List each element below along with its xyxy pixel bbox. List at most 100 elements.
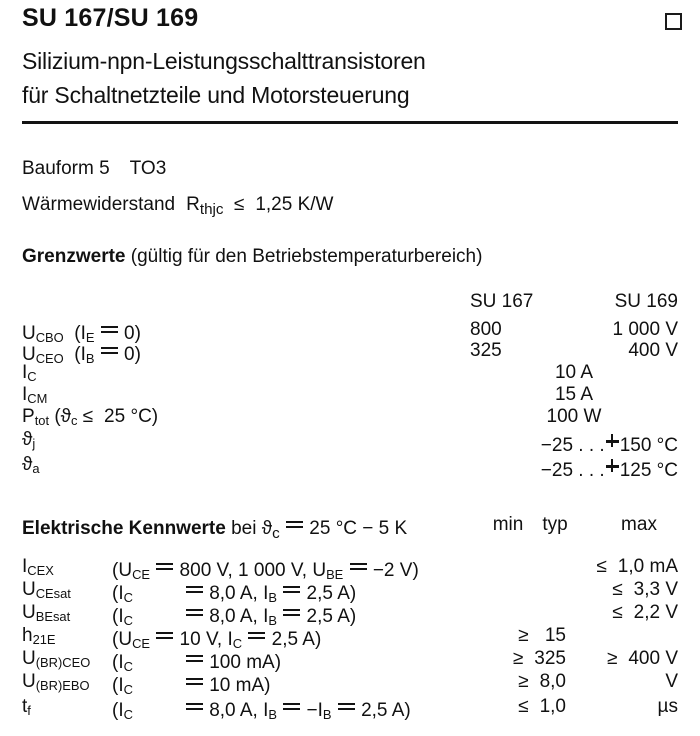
kennwerte-heading-rest-a: bei ϑ (231, 518, 273, 539)
equals-icon (185, 649, 204, 668)
param-symbol: ϑa (22, 454, 40, 477)
equals-icon (337, 697, 356, 716)
bauform-value: TO3 (129, 158, 167, 179)
less-equal-icon (234, 195, 250, 214)
param-symbol: Ptot (22, 406, 50, 429)
table-row: IC (22, 362, 37, 385)
less-equal-icon (612, 580, 628, 599)
equals-icon (349, 557, 368, 576)
value-su167: 800 (470, 319, 502, 340)
value-su167: 325 (470, 340, 502, 361)
kennwerte-heading-bold: Elektrische Kennwerte (22, 518, 226, 539)
kennwerte-heading-rest-b: 25 °C − 5 K (309, 518, 408, 539)
param-symbol: ICEX (22, 556, 54, 579)
param-symbol: IC (22, 362, 37, 385)
value-max-text: 400 V (628, 648, 678, 669)
param-symbol: ϑj (22, 429, 36, 452)
param-symbol: ICM (22, 384, 48, 407)
equals-icon (100, 341, 119, 360)
equals-icon (185, 580, 204, 599)
equals-icon (282, 580, 301, 599)
less-equal-icon (83, 407, 99, 426)
param-condition: (UCE 10 V, IC 2,5 A) (112, 626, 321, 650)
value-max-unit: V (665, 671, 678, 692)
value-max: 1,0 mA (578, 557, 678, 576)
equals-icon (185, 672, 204, 691)
value-max: 3,3 V (578, 580, 678, 599)
param-symbol: UCEO (22, 344, 64, 367)
kennwerte-heading-sub: c (272, 524, 280, 542)
param-symbol: h21E (22, 625, 56, 648)
value-min-text: 325 (534, 648, 566, 669)
value-min: 15 (470, 626, 566, 645)
column-header-max: max (621, 514, 657, 535)
table-row: ϑj (22, 429, 36, 452)
equals-icon (100, 320, 119, 339)
param-condition: (UCE 800 V, 1 000 V, UBE −2 V) (112, 557, 419, 581)
column-header-typ: typ (542, 514, 568, 535)
value-max-text: 1,0 mA (617, 556, 678, 577)
param-condition: (ϑc 25 °C) (54, 406, 158, 427)
param-condition: (IB 0) (74, 344, 141, 365)
value-min-text: 15 (544, 625, 566, 646)
value-su169: 400 V (628, 340, 678, 361)
equals-icon (282, 697, 301, 716)
thermal-label: Wärmewiderstand (22, 194, 176, 215)
table-row: UCEO (IB 0) (22, 341, 141, 367)
value-min-text: 8,0 (539, 671, 566, 692)
temp-range-high: 125 °C (619, 460, 678, 481)
param-condition: (IC 10 mA) (112, 672, 270, 696)
value-max-text: 2,2 V (633, 602, 678, 623)
package-line: Bauform 5 TO3 (22, 159, 166, 178)
value-max-unit: µs (657, 696, 678, 717)
equals-icon (247, 626, 266, 645)
bauform-label: Bauform 5 (22, 158, 110, 179)
column-header-su169: SU 169 (614, 291, 678, 312)
temp-range-low: −25 . . . (540, 460, 605, 481)
param-condition: (IC 8,0 A, IB −IB 2,5 A) (112, 697, 411, 721)
param-symbol: UCBO (22, 323, 64, 346)
subtitle-line-1: Silizium-npn-Leistungsschalttransistoren (22, 48, 426, 74)
grenzwerte-heading-rest: (gültig für den Betriebstemperaturbereic… (130, 246, 483, 267)
equals-icon (285, 515, 304, 534)
value-su169: 1 000 V (612, 319, 679, 340)
table-row: Ptot (ϑc 25 °C) (22, 406, 158, 429)
less-equal-icon (612, 603, 628, 622)
greater-equal-icon (518, 672, 534, 691)
value-max: 400 V (578, 649, 678, 668)
value-max: 2,2 V (578, 603, 678, 622)
value-min: 325 (470, 649, 566, 668)
page-title: SU 167/SU 169 (22, 4, 199, 32)
value-shared: 10 A (554, 362, 594, 383)
equals-icon (155, 557, 174, 576)
kennwerte-heading: Elektrische Kennwerte bei ϑc 25 °C − 5 K (22, 515, 408, 541)
header-divider (22, 121, 678, 124)
thermal-value: 1,25 K/W (255, 194, 334, 215)
less-equal-icon (518, 697, 534, 716)
temp-range-low: −25 . . . (540, 435, 605, 456)
thermal-symbol: Rthjc (186, 194, 224, 218)
param-symbol: UBEsat (22, 602, 71, 625)
value-shared: 15 A (554, 384, 594, 405)
column-header-su167: SU 167 (470, 291, 534, 312)
temp-range-high: 150 °C (619, 435, 678, 456)
subtitle-line-2: für Schaltnetzteile und Motorsteuerung (22, 82, 410, 108)
value-min: 8,0 (470, 672, 566, 691)
plus-icon (605, 432, 620, 451)
value-max-text: 3,3 V (633, 579, 678, 600)
grenzwerte-heading-bold: Grenzwerte (22, 246, 126, 267)
equals-icon (155, 626, 174, 645)
table-row: ϑa (22, 454, 40, 477)
value-shared: −25 . . . 125 °C (470, 457, 678, 480)
less-equal-icon (597, 557, 613, 576)
greater-equal-icon (607, 649, 623, 668)
greater-equal-icon (518, 626, 534, 645)
value-min: 1,0 (470, 697, 566, 716)
equals-icon (185, 603, 204, 622)
param-condition: (IC 8,0 A, IB 2,5 A) (112, 580, 356, 604)
param-symbol: UCEsat (22, 579, 71, 602)
value-shared: −25 . . . 150 °C (470, 432, 678, 455)
greater-equal-icon (513, 649, 529, 668)
param-condition: (IC 100 mA) (112, 649, 281, 673)
table-row: ICM (22, 384, 48, 407)
